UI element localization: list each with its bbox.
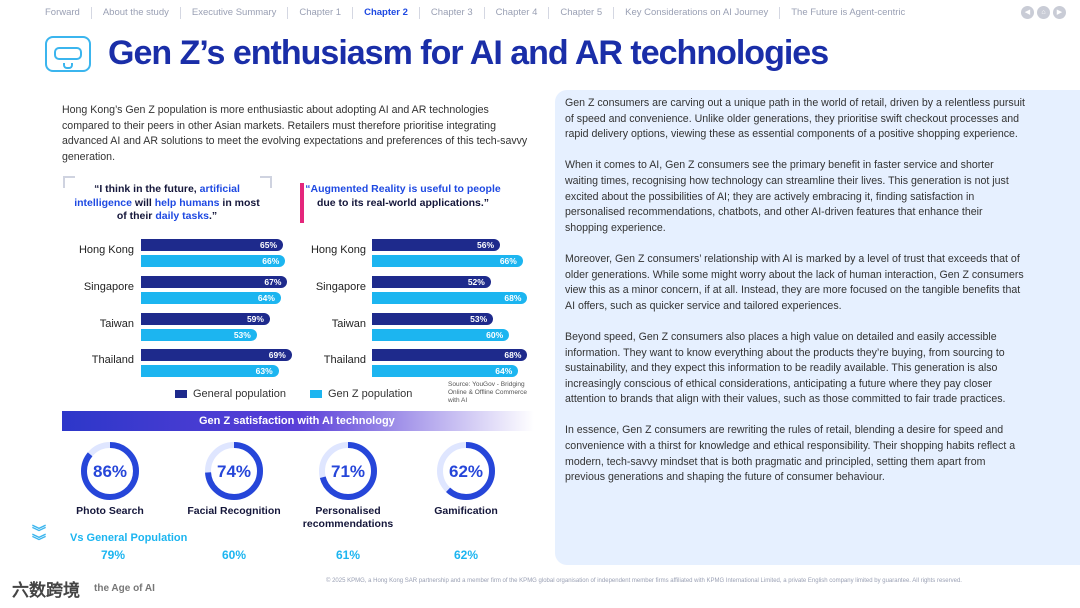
nav-icons: ◀ ⌂ ▶ bbox=[1021, 6, 1066, 19]
bar-general-taiwan: 59% bbox=[141, 313, 270, 325]
donut-label: Photo Search bbox=[76, 505, 144, 517]
legend-swatch-general bbox=[175, 390, 187, 398]
legend-general: General population bbox=[175, 388, 286, 400]
brand-watermark: 六数跨境 bbox=[12, 581, 80, 600]
nav-item-chapter-4[interactable]: Chapter 4 bbox=[483, 7, 549, 19]
bar-genz-taiwan: 53% bbox=[141, 329, 257, 341]
nav-item-the-future-is-agent-centric[interactable]: The Future is Agent-centric bbox=[779, 7, 916, 19]
bar-general-thailand: 68% bbox=[372, 349, 528, 361]
nav-item-chapter-5[interactable]: Chapter 5 bbox=[548, 7, 613, 19]
bar-category-label: Hong Kong bbox=[78, 244, 134, 256]
copyright: © 2025 KPMG, a Hong Kong SAR partnership… bbox=[326, 578, 962, 584]
donut-value: 62% bbox=[449, 462, 483, 481]
legend-swatch-genz bbox=[310, 390, 322, 398]
donut-value: 74% bbox=[217, 462, 251, 481]
bar-category-label: Singapore bbox=[83, 281, 134, 293]
nav-item-key-considerations-on-ai-journey[interactable]: Key Considerations on AI Journey bbox=[613, 7, 779, 19]
bar-category-label: Thailand bbox=[91, 354, 134, 366]
right-paragraph: In essence, Gen Z consumers are rewritin… bbox=[565, 424, 1016, 484]
bar-category-label: Taiwan bbox=[99, 318, 134, 330]
source-note: Source: YouGov - Bridging Online & Offli… bbox=[448, 381, 527, 404]
pink-divider bbox=[300, 183, 304, 223]
nav-item-about-the-study[interactable]: About the study bbox=[90, 7, 180, 19]
right-paragraph: Beyond speed, Gen Z consumers also place… bbox=[565, 330, 1006, 406]
home-icon[interactable]: ⌂ bbox=[1037, 6, 1050, 19]
right-paragraph: When it comes to AI, Gen Z consumers see… bbox=[565, 159, 1009, 234]
donut-label: Personalised recommendations bbox=[302, 505, 394, 530]
bar-genz-thailand: 64% bbox=[372, 365, 519, 377]
right-panel bbox=[555, 90, 1080, 565]
vs-general-value: 60% bbox=[221, 548, 247, 562]
bar-general-singapore: 67% bbox=[141, 276, 288, 288]
bar-general-taiwan: 53% bbox=[372, 313, 494, 325]
chart-title-ar: “Augmented Reality is useful to people d… bbox=[305, 183, 501, 209]
vs-general-value: 62% bbox=[453, 548, 479, 562]
footer-age-text: the Age of AI bbox=[94, 583, 155, 594]
vs-general-value: 61% bbox=[335, 548, 361, 562]
bar-category-label: Hong Kong bbox=[310, 244, 366, 256]
bar-category-label: Singapore bbox=[315, 281, 366, 293]
quote-bracket-left bbox=[63, 176, 75, 188]
donut-arc bbox=[319, 442, 377, 500]
bar-genz-thailand: 63% bbox=[141, 365, 279, 377]
bar-genz-hong-kong: 66% bbox=[141, 255, 286, 267]
bar-genz-singapore: 64% bbox=[141, 292, 281, 304]
donut-label: Gamification bbox=[434, 505, 498, 517]
donut-value: 71% bbox=[331, 462, 365, 481]
donut-label: Facial Recognition bbox=[187, 505, 281, 517]
bar-general-thailand: 69% bbox=[141, 349, 292, 361]
bar-general-hong-kong: 65% bbox=[141, 239, 284, 251]
intro-paragraph: Hong Kong’s Gen Z population is more ent… bbox=[62, 104, 528, 163]
legend-genz: Gen Z population bbox=[310, 388, 412, 400]
top-nav: Forward About the study Executive Summary C… bbox=[0, 0, 1080, 26]
donut-arc bbox=[81, 442, 139, 500]
nav-item-chapter-3[interactable]: Chapter 3 bbox=[418, 7, 484, 19]
footer-brand: 六数跨境 the Age of AI bbox=[12, 576, 155, 601]
chevron-left-icon[interactable]: ◀ bbox=[1021, 6, 1034, 19]
nav-item-chapter-2[interactable]: Chapter 2 bbox=[352, 7, 419, 19]
vs-general-title: Vs General Population bbox=[70, 532, 188, 544]
donut-personalised-recommendations: 71% bbox=[317, 440, 379, 502]
nav-item-chapter-1[interactable]: Chapter 1 bbox=[287, 7, 352, 19]
vs-general-value: 79% bbox=[100, 548, 126, 562]
nav-item-executive-summary[interactable]: Executive Summary bbox=[179, 7, 287, 19]
right-text: Gen Z consumers are carving out a unique… bbox=[565, 96, 1025, 501]
bar-genz-hong-kong: 66% bbox=[372, 255, 523, 267]
chart-title-ai: “I think in the future, artificial intel… bbox=[74, 183, 260, 222]
donut-value: 86% bbox=[93, 462, 127, 481]
donut-facial-recognition: 74% bbox=[203, 440, 265, 502]
bar-category-label: Taiwan bbox=[331, 318, 366, 330]
bar-general-singapore: 52% bbox=[372, 276, 491, 288]
right-paragraph: Moreover, Gen Z consumers’ relationship … bbox=[565, 252, 1024, 312]
donut-gamification: 62% bbox=[435, 440, 497, 502]
vr-headset-icon bbox=[45, 36, 91, 72]
bar-general-hong-kong: 56% bbox=[372, 239, 500, 251]
bar-genz-singapore: 68% bbox=[372, 292, 528, 304]
donut-arc bbox=[205, 442, 263, 500]
right-paragraph: Gen Z consumers are carving out a unique… bbox=[565, 97, 1025, 141]
chevron-down-icon: ︾ ︾ bbox=[32, 524, 46, 549]
quote-bracket-right bbox=[260, 176, 272, 188]
page-title: Gen Z’s enthusiasm for AI and AR technol… bbox=[108, 34, 829, 72]
donut-photo-search: 86% bbox=[79, 440, 141, 502]
bar-category-label: Thailand bbox=[323, 354, 366, 366]
donut-arc bbox=[437, 442, 495, 500]
chevron-right-icon[interactable]: ▶ bbox=[1053, 6, 1066, 19]
bar-genz-taiwan: 60% bbox=[372, 329, 510, 341]
satisfaction-banner: Gen Z satisfaction with AI technology bbox=[62, 411, 534, 431]
nav-item-forward[interactable]: Forward bbox=[45, 7, 80, 18]
